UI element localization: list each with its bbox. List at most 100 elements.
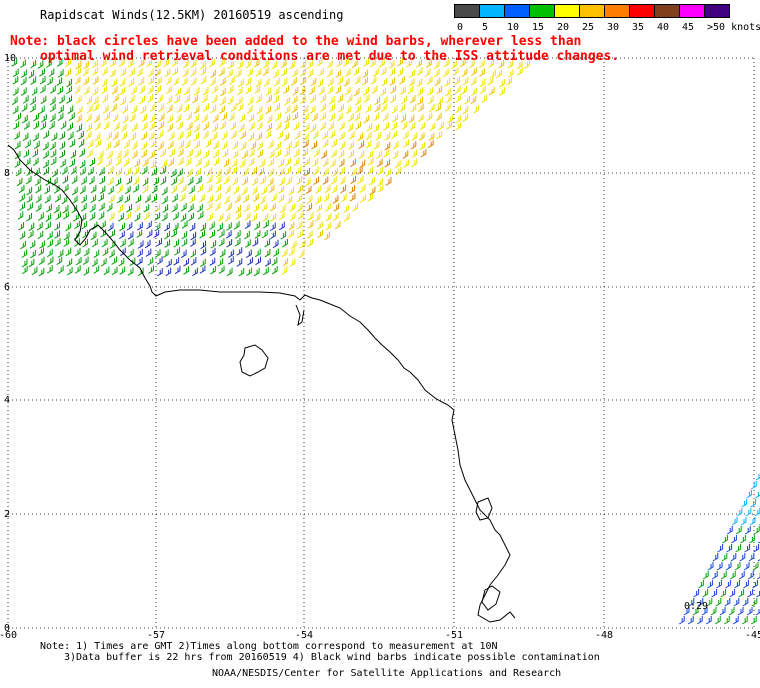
wind-barb [146, 229, 153, 238]
wind-barb [193, 87, 200, 96]
wind-barb [98, 193, 104, 202]
wind-barb [251, 213, 258, 222]
wind-barb [211, 85, 218, 94]
wind-barb [42, 159, 49, 169]
wind-barb [269, 222, 276, 232]
wind-barb [750, 499, 757, 508]
longitude-tick-label: -54 [295, 630, 313, 641]
wind-barb [30, 59, 37, 69]
wind-barb [53, 204, 60, 214]
wind-barb [131, 141, 138, 150]
wind-barb [29, 104, 36, 113]
wind-barb [286, 141, 292, 150]
wind-barb [374, 103, 381, 113]
wind-barb [174, 247, 180, 256]
wind-barb [102, 105, 109, 114]
wind-barb [732, 616, 739, 625]
wind-barb [258, 167, 265, 176]
wind-barb [706, 598, 713, 607]
wind-barb [731, 535, 737, 544]
wind-barb [317, 78, 324, 88]
wind-barb [350, 158, 356, 167]
wind-barb [290, 77, 297, 86]
wind-barb [295, 166, 302, 175]
latitude-tick-label: 6 [4, 282, 10, 293]
wind-barb [730, 553, 737, 562]
wind-barb [280, 59, 287, 69]
wind-barb [209, 229, 216, 239]
wind-barb [410, 141, 417, 150]
wind-barb [181, 230, 188, 240]
wind-barb [241, 150, 248, 160]
wind-barb [347, 123, 354, 132]
wind-barb [346, 94, 353, 103]
wind-barb [446, 121, 452, 130]
wind-barb [750, 481, 757, 490]
wind-barb [81, 221, 88, 230]
wind-barb [291, 68, 298, 78]
wind-barb [214, 193, 221, 202]
wind-barb [268, 158, 274, 167]
wind-barb [56, 256, 63, 266]
wind-barb [79, 148, 85, 157]
wind-barb [172, 67, 179, 76]
wind-barb [106, 131, 112, 141]
wind-barb [21, 249, 28, 258]
wind-barb [153, 177, 159, 186]
wind-barb [210, 240, 217, 249]
wind-barb [325, 212, 332, 222]
wind-barb [281, 67, 287, 77]
wind-barb [154, 60, 161, 69]
wind-barb [259, 195, 266, 205]
wind-barb [209, 247, 216, 257]
wind-barb [726, 544, 733, 553]
wind-barb [106, 158, 112, 167]
wind-barb [21, 69, 27, 78]
wind-barb [232, 176, 238, 186]
wind-barb [275, 149, 281, 158]
wind-barb [151, 185, 158, 194]
wind-barb [403, 139, 409, 148]
wind-barb [292, 112, 298, 121]
map-title: Rapidscat Winds(12.5KM) 20160519 ascendi… [40, 8, 344, 22]
wind-barb [120, 67, 127, 77]
wind-barb [400, 114, 407, 123]
wind-barb [200, 67, 207, 76]
wind-barb [158, 113, 165, 122]
wind-barb [256, 132, 263, 141]
wind-barb [130, 132, 137, 141]
wind-barb [303, 123, 310, 132]
wind-barb [20, 59, 26, 68]
wind-barb [735, 526, 742, 535]
wind-barb [107, 186, 114, 195]
wind-barb [349, 193, 356, 202]
wind-barb [741, 616, 748, 625]
wind-barb [147, 257, 154, 266]
wind-barb [755, 490, 760, 499]
wind-barb [284, 114, 291, 123]
wind-barb [99, 185, 106, 195]
wind-barb [255, 78, 262, 88]
wind-barb [380, 67, 387, 76]
wind-barb [252, 238, 259, 247]
wind-barb [54, 238, 61, 247]
wind-barb [315, 195, 321, 205]
wind-barb [285, 157, 292, 166]
wind-barb [344, 86, 351, 96]
wind-barb [59, 149, 65, 159]
wind-barb [190, 257, 197, 266]
wind-barb [228, 112, 235, 122]
wind-barb [22, 132, 29, 142]
wind-barb [226, 69, 233, 78]
wind-barb [116, 194, 123, 204]
wind-barb [123, 158, 130, 167]
wind-barb [322, 139, 329, 148]
wind-barb [75, 114, 82, 123]
wind-barb [337, 94, 344, 103]
wind-barb [259, 159, 266, 168]
wind-barb [31, 87, 38, 96]
wind-barb [47, 256, 54, 265]
wind-barb [288, 221, 295, 231]
wind-barb [729, 571, 736, 580]
wind-barb [265, 130, 272, 139]
